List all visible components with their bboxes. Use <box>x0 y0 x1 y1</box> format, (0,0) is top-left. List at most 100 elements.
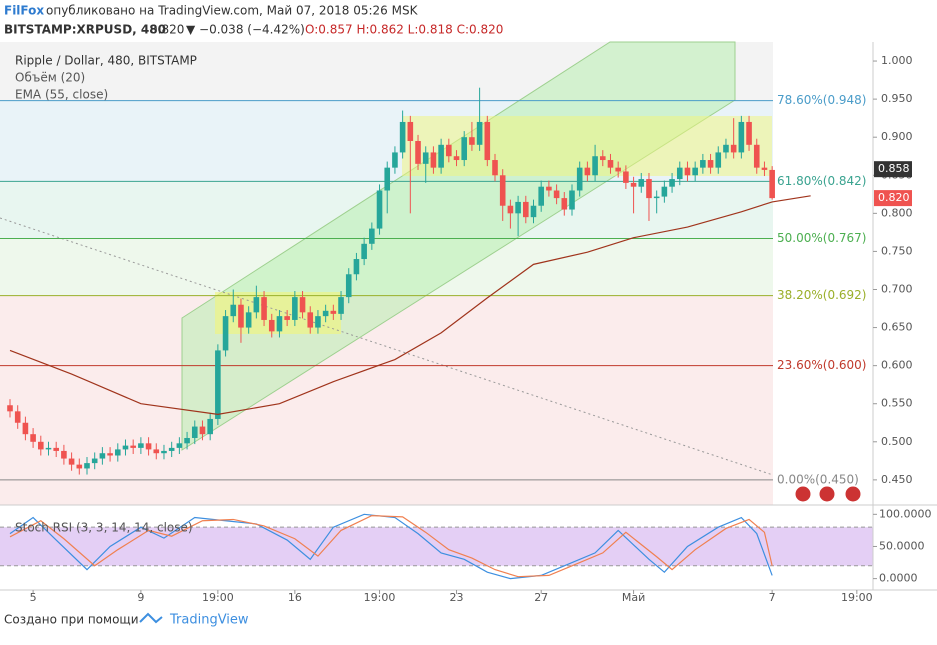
stoch-title: Stoch RSI (3, 3, 14, 14, close) <box>15 521 193 535</box>
candle-body <box>753 144 760 168</box>
flag-icons <box>794 485 862 503</box>
candle-body <box>130 445 136 448</box>
candle-body <box>307 312 314 328</box>
price-tag-label: 0.820 <box>878 191 910 204</box>
footer-brand[interactable]: TradingView <box>169 613 249 628</box>
fib-label: 61.80%(0.842) <box>777 174 866 188</box>
candle-body <box>430 152 437 168</box>
candle-body <box>30 434 36 442</box>
candle-body <box>268 319 275 332</box>
published: опубликовано на TradingView.com, Май 07,… <box>46 4 419 18</box>
x-tick-label: 7 <box>769 591 776 604</box>
candle-body <box>322 310 329 317</box>
candle-body <box>153 449 160 454</box>
trend-line <box>0 217 774 476</box>
x-tick-label: Май <box>622 591 645 604</box>
candle-body <box>546 186 552 191</box>
candle-body <box>730 144 737 153</box>
candle-body <box>461 137 468 161</box>
candle-body <box>61 450 67 459</box>
candle-body <box>361 243 367 260</box>
candle-body <box>638 179 645 187</box>
candle-body <box>707 160 714 168</box>
candle-body <box>646 179 652 199</box>
candle-body <box>261 297 267 320</box>
y-tick-label: 0.0000 <box>879 572 918 585</box>
candle-body <box>576 167 583 191</box>
candle-body <box>438 144 444 168</box>
candle-body <box>122 445 129 450</box>
candle-body <box>715 152 722 168</box>
candle-body <box>723 144 729 153</box>
fib-label: 0.00%(0.450) <box>777 472 859 486</box>
candle-body <box>238 304 244 328</box>
candle-body <box>499 175 506 206</box>
candle-body <box>399 121 406 153</box>
candle-body <box>345 274 352 298</box>
candle-body <box>99 453 106 459</box>
footer-text: Создано при помощи <box>4 613 139 627</box>
candle-body <box>245 312 252 328</box>
x-tick-label: 19:00 <box>841 591 873 604</box>
candle-body <box>315 316 321 328</box>
chart-title: Ripple / Dollar, 480, BITSTAMP <box>15 54 197 68</box>
candle-body <box>53 447 59 451</box>
candle-body <box>138 443 144 448</box>
candle-body <box>607 160 614 168</box>
candle-body <box>292 297 298 320</box>
candle-body <box>384 167 391 191</box>
candle-body <box>38 441 44 450</box>
candle-body <box>676 167 683 180</box>
candle-body <box>230 304 237 317</box>
candle-body <box>276 316 283 332</box>
x-tick-label: 27 <box>534 591 548 604</box>
y-tick-label: 0.800 <box>881 206 913 219</box>
candle-body <box>592 156 598 176</box>
ohlc: O:0.857 H:0.862 L:0.818 C:0.820 <box>305 23 503 37</box>
y-tick-label: 1.000 <box>881 54 913 67</box>
y-tick-label: 0.750 <box>881 244 913 257</box>
candle-body <box>584 167 591 176</box>
y-tick-label: 50.0000 <box>879 539 925 552</box>
fib-label: 23.60%(0.600) <box>777 358 866 372</box>
y-tick-label: 0.500 <box>881 435 913 448</box>
legend-ema: EMA (55, close) <box>15 88 108 102</box>
candle-body <box>107 453 113 456</box>
candle-body <box>561 198 568 210</box>
x-tick-label: 19:00 <box>364 591 396 604</box>
fib-band <box>0 479 773 505</box>
x-tick-label: 23 <box>450 591 464 604</box>
stoch-band <box>0 527 873 566</box>
y-tick-label: 0.600 <box>881 359 913 372</box>
candle-body <box>168 447 175 451</box>
candle-body <box>376 190 383 229</box>
candle-body <box>22 422 29 435</box>
candle-body <box>476 121 483 145</box>
candle-body <box>553 190 560 199</box>
candle-body <box>538 186 544 206</box>
candle-body <box>615 167 621 172</box>
candle-body <box>199 426 206 435</box>
candle-body <box>353 259 360 275</box>
candle-body <box>91 458 98 464</box>
y-tick-label: 0.550 <box>881 397 913 410</box>
candle-body <box>284 316 290 320</box>
candle-body <box>45 447 52 450</box>
candle-body <box>114 449 121 456</box>
candle-body <box>176 443 183 448</box>
candle-body <box>515 201 521 214</box>
candle-body <box>469 137 475 145</box>
candle-body <box>692 167 698 176</box>
candle-body <box>700 160 706 168</box>
candle-body <box>76 464 83 469</box>
fib-label: 50.00%(0.767) <box>777 231 866 245</box>
legend-volume: Объём (20) <box>15 71 85 85</box>
x-tick-label: 16 <box>288 591 302 604</box>
price-tag-label: 0.858 <box>878 162 910 175</box>
candle-body <box>761 167 768 170</box>
candle-body <box>14 411 21 423</box>
candle-body <box>369 228 375 244</box>
ema-line <box>9 195 811 415</box>
y-tick-label: 100.0000 <box>879 507 932 520</box>
change: ▼ −0.038 (−4.42%) <box>186 23 305 37</box>
